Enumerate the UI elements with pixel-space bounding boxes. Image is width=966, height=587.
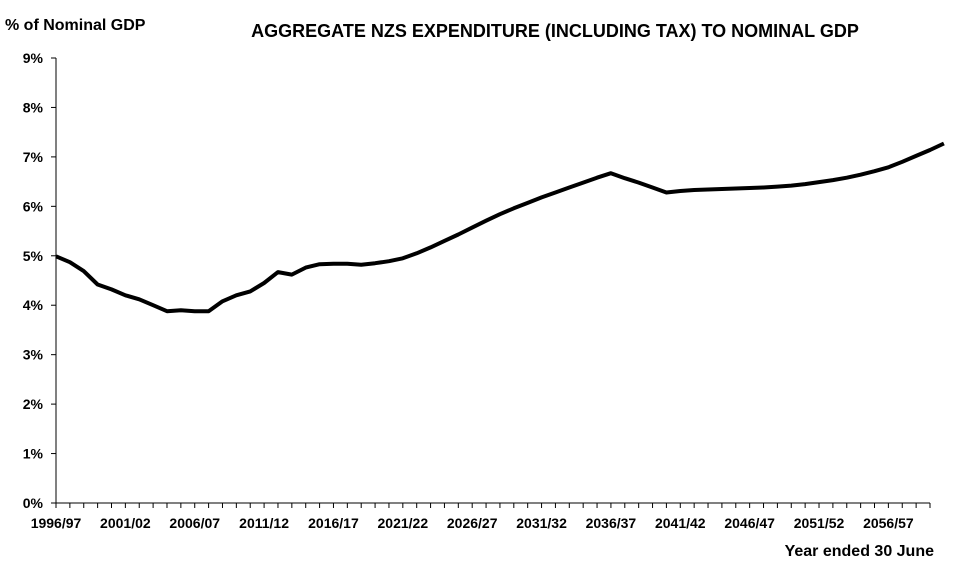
x-tick-label: 1996/97 bbox=[31, 515, 82, 531]
x-axis-title: Year ended 30 June bbox=[785, 543, 935, 560]
x-tick-label: 2021/22 bbox=[378, 515, 429, 531]
chart-title: AGGREGATE NZS EXPENDITURE (INCLUDING TAX… bbox=[251, 21, 859, 41]
x-tick-label: 2001/02 bbox=[100, 515, 151, 531]
x-tick-label: 2016/17 bbox=[308, 515, 359, 531]
x-tick-label: 2051/52 bbox=[794, 515, 845, 531]
x-tick-label: 2041/42 bbox=[655, 515, 706, 531]
y-tick-label: 6% bbox=[23, 198, 44, 214]
y-tick-label: 3% bbox=[23, 347, 44, 363]
x-tick-label: 2026/27 bbox=[447, 515, 498, 531]
x-tick-label: 2031/32 bbox=[516, 515, 567, 531]
y-tick-label: 1% bbox=[23, 446, 44, 462]
y-tick-label: 7% bbox=[23, 149, 44, 165]
x-axis: 1996/97 2001/02 2006/07 2011/12 2016/17 2021/… bbox=[31, 502, 931, 531]
y-tick-label: 2% bbox=[23, 396, 44, 412]
y-tick-label: 0% bbox=[23, 495, 44, 511]
y-tick-label: 8% bbox=[23, 99, 44, 115]
x-tick-label: 2011/12 bbox=[239, 515, 289, 531]
y-tick-label: 5% bbox=[23, 248, 44, 264]
x-tick-label: 2046/47 bbox=[724, 515, 775, 531]
x-tick-label: 2056/57 bbox=[863, 515, 914, 531]
x-tick-label: 2036/37 bbox=[586, 515, 637, 531]
x-tick-label: 2006/07 bbox=[169, 515, 220, 531]
y-axis: 0% 1% 2% 3% 4% 5% 6% 7% 8% 9% bbox=[23, 50, 57, 511]
y-axis-title: % of Nominal GDP bbox=[5, 17, 146, 34]
y-tick-label: 9% bbox=[23, 50, 44, 66]
series-line bbox=[55, 141, 945, 314]
y-tick-label: 4% bbox=[23, 297, 44, 313]
series-group bbox=[55, 141, 945, 314]
